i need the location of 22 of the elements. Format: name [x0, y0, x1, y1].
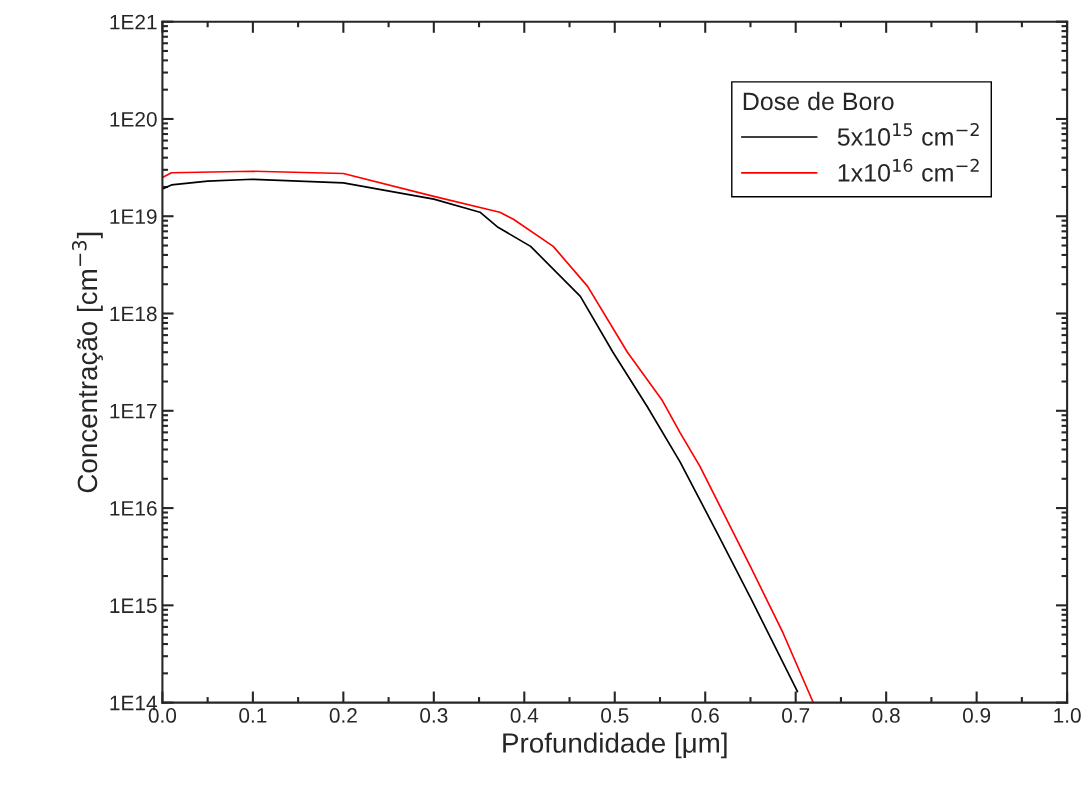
x-tick-label: 0.4 — [510, 708, 539, 723]
legend-title: Dose de Boro — [743, 91, 894, 111]
y-tick-label: 1E21 — [110, 14, 157, 30]
x-tick-label: 1.0 — [1054, 708, 1081, 723]
legend-label: 1x10$^{16}$ cm$^{−2}$ — [838, 158, 979, 182]
y-tick-label: 1E18 — [110, 306, 157, 322]
y-tick-label: 1E16 — [110, 501, 157, 516]
x-tick-label: 0.6 — [691, 708, 719, 723]
y-tick-label: 1E17 — [110, 404, 157, 419]
y-tick-label: 1E19 — [110, 209, 157, 224]
x-tick-label: 0.3 — [420, 708, 448, 723]
y-tick-label: 1E15 — [110, 598, 157, 614]
legend-label: 5x10$^{15}$ cm$^{−2}$ — [837, 123, 979, 146]
x-axis-title: Profundidade [μm] — [503, 732, 727, 759]
y-tick-label: 1E20 — [110, 111, 157, 127]
x-tick-label: 0.5 — [601, 708, 629, 723]
x-tick-label: 0.2 — [329, 708, 357, 723]
x-tick-label: 0.8 — [872, 708, 900, 723]
x-tick-label: 0.1 — [239, 708, 267, 723]
y-axis-title: Concentração [cm$^{−3}$] — [71, 232, 103, 493]
x-tick-label: 0.9 — [962, 708, 991, 723]
x-tick-label: 0.7 — [782, 708, 810, 723]
